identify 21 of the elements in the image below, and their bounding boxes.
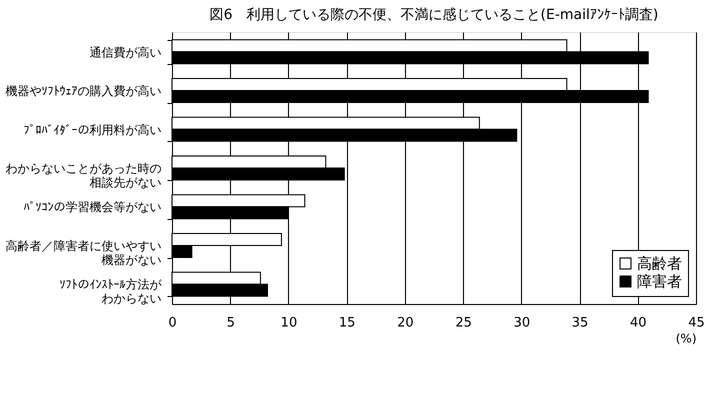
y-tick-label: ﾌﾟﾛﾊﾞｲﾀﾞｰの利用料が高い: [24, 122, 162, 137]
legend-label: 高齢者: [637, 254, 682, 272]
x-tick-label: 25: [455, 316, 472, 330]
x-tick-label: 35: [572, 316, 588, 330]
x-tick-label: 15: [338, 316, 356, 330]
x-tick-label: 45: [688, 316, 705, 330]
y-tick-label: 高齢者／障害者に使いやすい機器がない: [6, 238, 162, 267]
x-tick-label: 40: [630, 316, 647, 330]
y-tick-label: 機器やｿﾌﾄｳｪｱの購入費が高い: [6, 84, 162, 98]
legend-label: 障害者: [637, 272, 682, 290]
x-tick-label: 0: [168, 316, 177, 330]
y-tick-label: ｿﾌﾄのｲﾝｽﾄｰﾙ方法がわからない: [60, 278, 162, 306]
x-tick-label: 5: [226, 316, 235, 330]
x-tick-label: 20: [397, 316, 414, 330]
x-tick-label: 10: [280, 316, 298, 330]
y-tick-label: わからないことがあった時の相談先がない: [6, 162, 162, 190]
x-tick-label: 30: [514, 316, 530, 330]
y-tick-label: ﾊﾟｿｺﾝの学習機会等がない: [24, 200, 162, 214]
y-tick-label: 通信費が高い: [90, 45, 162, 60]
chart-title: 図6 利用している際の不便、不満に感じていること(E-mailｱﾝｹｰﾄ調査): [210, 7, 658, 23]
x-axis-title: (%): [676, 332, 696, 346]
